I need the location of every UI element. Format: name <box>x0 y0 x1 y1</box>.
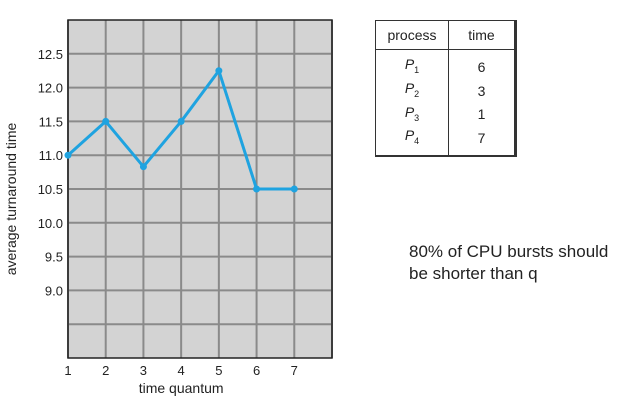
note-line-2: be shorter than q <box>409 264 538 283</box>
note-line-1: 80% of CPU bursts should <box>409 242 609 261</box>
time-cell: 3 <box>477 82 486 99</box>
series-points <box>64 67 298 193</box>
x-axis-title: time quantum <box>139 380 224 396</box>
y-tick-label: 11.5 <box>39 114 63 129</box>
process-subscript: 2 <box>414 88 420 99</box>
horizontal-gridlines <box>68 52 332 326</box>
data-point <box>177 117 185 125</box>
data-point <box>102 117 110 125</box>
x-tick-label: 4 <box>178 363 185 378</box>
process-subscript: 1 <box>414 64 420 75</box>
x-tick-label: 3 <box>140 363 147 378</box>
y-tick-label: 9.5 <box>45 250 63 265</box>
time-cell: 7 <box>477 130 486 147</box>
process-table: process time P1 6 P2 3 P3 1 P4 7 <box>375 20 517 158</box>
process-subscript: 4 <box>414 136 420 147</box>
x-tick-label: 5 <box>215 363 222 378</box>
x-tick-label: 7 <box>291 363 298 378</box>
data-point <box>64 151 72 159</box>
header-process: process <box>375 20 449 50</box>
data-point <box>139 163 147 171</box>
data-point <box>253 185 261 193</box>
process-cell: P2 <box>375 78 449 103</box>
table-row: P2 3 <box>375 78 516 103</box>
y-tick-label: 12.5 <box>38 47 63 62</box>
process-name: P <box>404 79 415 96</box>
plot-frame <box>67 19 333 359</box>
y-tick-label: 9.0 <box>45 283 63 298</box>
process-name: P <box>404 103 415 120</box>
y-tick-label: 11.0 <box>39 148 63 163</box>
data-point <box>215 67 223 75</box>
data-point <box>290 185 298 193</box>
y-tick-label: 10.0 <box>38 216 63 231</box>
header-time: time <box>448 20 516 50</box>
x-tick-label: 6 <box>253 363 260 378</box>
y-tick-label: 12.0 <box>38 81 63 96</box>
table-header-row: process time <box>375 20 516 50</box>
table-row: P1 6 <box>375 49 516 79</box>
process-cell: P4 <box>375 126 449 157</box>
table-row: P4 7 <box>375 126 516 157</box>
table-row: P3 1 <box>375 102 516 127</box>
x-tick-label: 1 <box>64 363 71 378</box>
x-tick-label: 2 <box>102 363 109 378</box>
cpu-burst-note: 80% of CPU bursts should be shorter than… <box>409 241 644 285</box>
process-subscript: 3 <box>414 112 420 123</box>
y-tick-labels: 9.0 9.5 10.0 10.5 11.0 11.5 12.0 12.5 <box>38 47 63 299</box>
y-tick-label: 10.5 <box>38 182 63 197</box>
time-cell: 1 <box>477 106 486 123</box>
process-name: P <box>404 56 415 72</box>
time-cell: 6 <box>477 58 486 75</box>
process-name: P <box>404 127 415 144</box>
x-tick-labels: 1 2 3 4 5 6 7 <box>64 363 298 378</box>
process-cell: P1 <box>375 49 449 79</box>
process-cell: P3 <box>375 102 449 127</box>
y-axis-title: average turnaround time <box>3 123 19 276</box>
